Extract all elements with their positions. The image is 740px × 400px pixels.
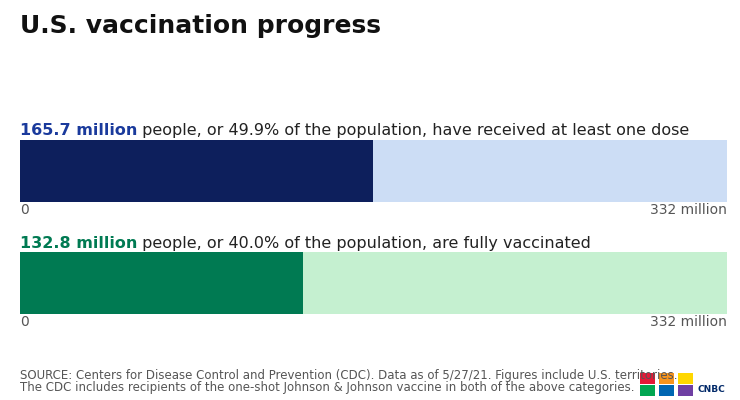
Text: people, or 40.0% of the population, are fully vaccinated: people, or 40.0% of the population, are … bbox=[138, 236, 591, 251]
Text: 132.8 million: 132.8 million bbox=[20, 236, 138, 251]
Bar bbox=[659, 373, 674, 384]
Text: The CDC includes recipients of the one-shot Johnson & Johnson vaccine in both of: The CDC includes recipients of the one-s… bbox=[20, 381, 634, 394]
Text: 165.7 million: 165.7 million bbox=[20, 123, 138, 138]
Text: 0: 0 bbox=[20, 315, 29, 329]
Text: 332 million: 332 million bbox=[650, 203, 727, 217]
Bar bbox=[678, 385, 693, 396]
Text: SOURCE: Centers for Disease Control and Prevention (CDC). Data as of 5/27/21. Fi: SOURCE: Centers for Disease Control and … bbox=[20, 369, 678, 382]
Bar bbox=[678, 373, 693, 384]
Text: U.S. vaccination progress: U.S. vaccination progress bbox=[20, 14, 381, 38]
Text: CNBC: CNBC bbox=[698, 385, 726, 394]
Bar bbox=[20, 252, 303, 314]
Text: 0: 0 bbox=[20, 203, 29, 217]
Bar bbox=[20, 140, 373, 202]
Bar bbox=[640, 385, 656, 396]
Text: 332 million: 332 million bbox=[650, 315, 727, 329]
Text: people, or 49.9% of the population, have received at least one dose: people, or 49.9% of the population, have… bbox=[138, 123, 690, 138]
Bar bbox=[640, 373, 656, 384]
Bar bbox=[659, 385, 674, 396]
